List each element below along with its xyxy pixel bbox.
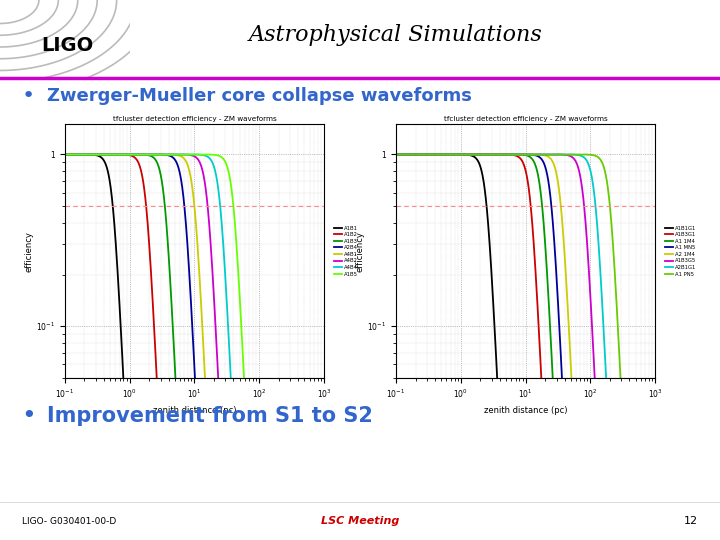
A1 PN5 — [511, 151, 520, 158]
A2B1G1 — [511, 151, 520, 158]
A1 PN5 — [518, 151, 526, 158]
A2B1G1 — [392, 151, 400, 158]
A1B3G1 — [511, 152, 520, 159]
X-axis label: zenith distance (pc): zenith distance (pc) — [153, 406, 236, 415]
A1B3G5 — [392, 151, 400, 158]
Line: A2 1M4: A2 1M4 — [396, 154, 655, 540]
Y-axis label: efficiency: efficiency — [356, 231, 365, 272]
Line: A1 1M4: A1 1M4 — [396, 154, 655, 540]
A2B4 — [186, 297, 195, 303]
Line: A1 MN5: A1 MN5 — [396, 154, 655, 540]
Title: tfcluster detection efficiency - ZM waveforms: tfcluster detection efficiency - ZM wave… — [112, 117, 276, 123]
A1B3G1 — [518, 158, 526, 164]
A1 MN5 — [405, 151, 413, 158]
Line: A1B5: A1B5 — [65, 154, 324, 540]
Line: A1B3G1: A1B3G1 — [396, 154, 655, 540]
A2B4 — [180, 199, 189, 205]
Line: A2B4: A2B4 — [65, 154, 324, 540]
A1B3 — [73, 151, 82, 158]
A1B5 — [186, 151, 195, 158]
A4B2 — [186, 152, 195, 158]
A1B3G5 — [405, 151, 413, 158]
A1 1M4 — [405, 151, 413, 158]
A4B2 — [180, 151, 189, 158]
Text: •: • — [22, 86, 35, 106]
A2B1G1 — [405, 151, 413, 158]
A1B5 — [73, 151, 82, 158]
A2B1G1 — [518, 151, 526, 158]
Text: Astrophysical Simulations: Astrophysical Simulations — [248, 24, 542, 46]
A4B1 — [60, 151, 69, 158]
A1 1M4 — [518, 152, 526, 158]
X-axis label: zenith distance (pc): zenith distance (pc) — [484, 406, 567, 415]
A1B3G5 — [511, 151, 520, 158]
A1B1G1 — [392, 151, 400, 158]
A4B4 — [180, 151, 189, 158]
A1 PN5 — [405, 151, 413, 158]
Line: A1B2: A1B2 — [65, 154, 324, 540]
A2 1M4 — [405, 151, 413, 158]
A4B2 — [60, 151, 69, 158]
A2 1M4 — [518, 151, 526, 158]
Text: Zwerger-Mueller core collapse waveforms: Zwerger-Mueller core collapse waveforms — [47, 87, 472, 105]
Text: LIGO- G030401-00-D: LIGO- G030401-00-D — [22, 517, 116, 525]
A4B4 — [186, 151, 195, 158]
Line: A1B3G5: A1B3G5 — [396, 154, 655, 540]
A1B1 — [73, 151, 82, 158]
Line: A4B2: A4B2 — [65, 154, 324, 540]
Line: A1B1: A1B1 — [65, 154, 324, 540]
Text: 12: 12 — [684, 516, 698, 526]
A2B4 — [60, 151, 69, 158]
A2 1M4 — [511, 151, 520, 158]
A1B3G5 — [595, 483, 604, 490]
Line: A4B4: A4B4 — [65, 154, 324, 540]
A1B3G5 — [518, 151, 526, 158]
A4B2 — [73, 151, 82, 158]
A2B4 — [73, 151, 82, 158]
Legend: A1B1, A1B2, A1B3, A2B4, A4B1, A4B2, A4B4, A1B5: A1B1, A1B2, A1B3, A2B4, A4B1, A4B2, A4B4… — [332, 224, 360, 279]
Line: A4B1: A4B1 — [65, 154, 324, 540]
A4B1 — [73, 151, 82, 158]
A4B4 — [73, 151, 82, 158]
Text: •: • — [22, 404, 36, 428]
Legend: A1B1G1, A1B3G1, A1 1M4, A1 MN5, A2 1M4, A1B3G5, A2B1G1, A1 PN5: A1B1G1, A1B3G1, A1 1M4, A1 MN5, A2 1M4, … — [663, 224, 698, 279]
A4B1 — [186, 175, 195, 181]
A1B1G1 — [405, 151, 413, 158]
Text: LIGO: LIGO — [41, 36, 94, 55]
A1B2 — [60, 151, 69, 158]
A1 MN5 — [511, 151, 520, 158]
A1B3 — [60, 151, 69, 158]
A1B1 — [60, 151, 69, 158]
A4B4 — [60, 151, 69, 158]
A1 MN5 — [518, 151, 526, 158]
Y-axis label: efficiency: efficiency — [24, 231, 34, 272]
A2B1G1 — [595, 264, 604, 271]
A1 PN5 — [595, 156, 604, 163]
Line: A1B3: A1B3 — [65, 154, 324, 540]
A4B1 — [180, 155, 189, 161]
A1B5 — [180, 151, 189, 158]
Text: Improvement from S1 to S2: Improvement from S1 to S2 — [47, 406, 373, 426]
A1B2 — [73, 151, 82, 158]
A1 1M4 — [392, 151, 400, 158]
A1 1M4 — [511, 151, 520, 158]
A1B3G1 — [392, 151, 400, 158]
Line: A1 PN5: A1 PN5 — [396, 154, 655, 540]
A1 MN5 — [392, 151, 400, 158]
A1B3G1 — [405, 151, 413, 158]
Line: A1B1G1: A1B1G1 — [396, 154, 655, 540]
A2 1M4 — [392, 151, 400, 158]
Title: tfcluster detection efficiency - ZM waveforms: tfcluster detection efficiency - ZM wave… — [444, 117, 608, 123]
Line: A2B1G1: A2B1G1 — [396, 154, 655, 540]
A1 PN5 — [392, 151, 400, 158]
Text: LSC Meeting: LSC Meeting — [321, 516, 399, 526]
A1B5 — [60, 151, 69, 158]
